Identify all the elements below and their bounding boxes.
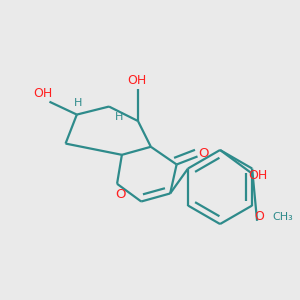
Text: OH: OH bbox=[248, 169, 267, 182]
Text: O: O bbox=[254, 211, 264, 224]
Text: O: O bbox=[199, 147, 209, 160]
Text: CH₃: CH₃ bbox=[272, 212, 293, 222]
Text: H: H bbox=[115, 112, 124, 122]
Text: OH: OH bbox=[128, 74, 147, 87]
Text: OH: OH bbox=[33, 87, 52, 100]
Text: H: H bbox=[74, 98, 82, 108]
Text: O: O bbox=[115, 188, 125, 201]
